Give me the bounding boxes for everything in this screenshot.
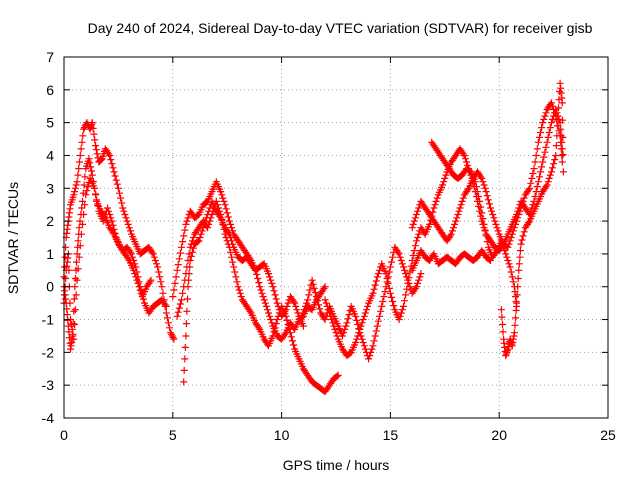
series-track-g xyxy=(299,243,425,363)
series-markers xyxy=(173,197,342,396)
y-axis-label: SDTVAR / TECUs xyxy=(5,182,21,294)
data-markers xyxy=(60,79,567,396)
x-tick-label: 15 xyxy=(383,427,399,443)
series-track-f xyxy=(173,197,342,396)
y-tick-label: 7 xyxy=(46,49,54,65)
x-axis-label: GPS time / hours xyxy=(283,457,390,473)
chart-title: Day 240 of 2024, Sidereal Day-to-day VTE… xyxy=(88,20,593,36)
y-tick-label: 1 xyxy=(46,246,54,262)
x-tick-label: 0 xyxy=(60,427,68,443)
y-axis-ticks: -4 -3 -2 -1 0 1 2 3 4 5 6 7 xyxy=(42,49,608,426)
x-tick-label: 20 xyxy=(491,427,507,443)
series-markers xyxy=(497,79,567,360)
series-track-k xyxy=(408,247,494,274)
y-tick-label: -3 xyxy=(42,377,55,393)
series-markers xyxy=(299,243,425,363)
y-tick-label: -4 xyxy=(42,410,55,426)
series-track-i xyxy=(428,138,521,310)
y-tick-label: 3 xyxy=(46,180,54,196)
series-track-l xyxy=(497,79,567,360)
x-axis-ticks: 0 5 10 15 20 25 xyxy=(60,57,616,443)
x-tick-label: 5 xyxy=(169,427,177,443)
plot-frame xyxy=(63,56,609,419)
series-markers xyxy=(408,99,566,251)
y-tick-label: 2 xyxy=(46,213,54,229)
y-tick-label: -2 xyxy=(42,344,55,360)
series-track-j xyxy=(408,99,566,251)
grid-lines xyxy=(64,57,608,418)
x-tick-label: 10 xyxy=(274,427,290,443)
x-tick-label: 25 xyxy=(600,427,616,443)
y-tick-label: 5 xyxy=(46,115,54,131)
y-tick-label: -1 xyxy=(42,312,55,328)
series-markers xyxy=(428,138,521,310)
y-tick-label: 0 xyxy=(46,279,54,295)
y-tick-label: 6 xyxy=(46,82,54,98)
y-tick-label: 4 xyxy=(46,147,54,163)
series-markers xyxy=(408,247,494,274)
